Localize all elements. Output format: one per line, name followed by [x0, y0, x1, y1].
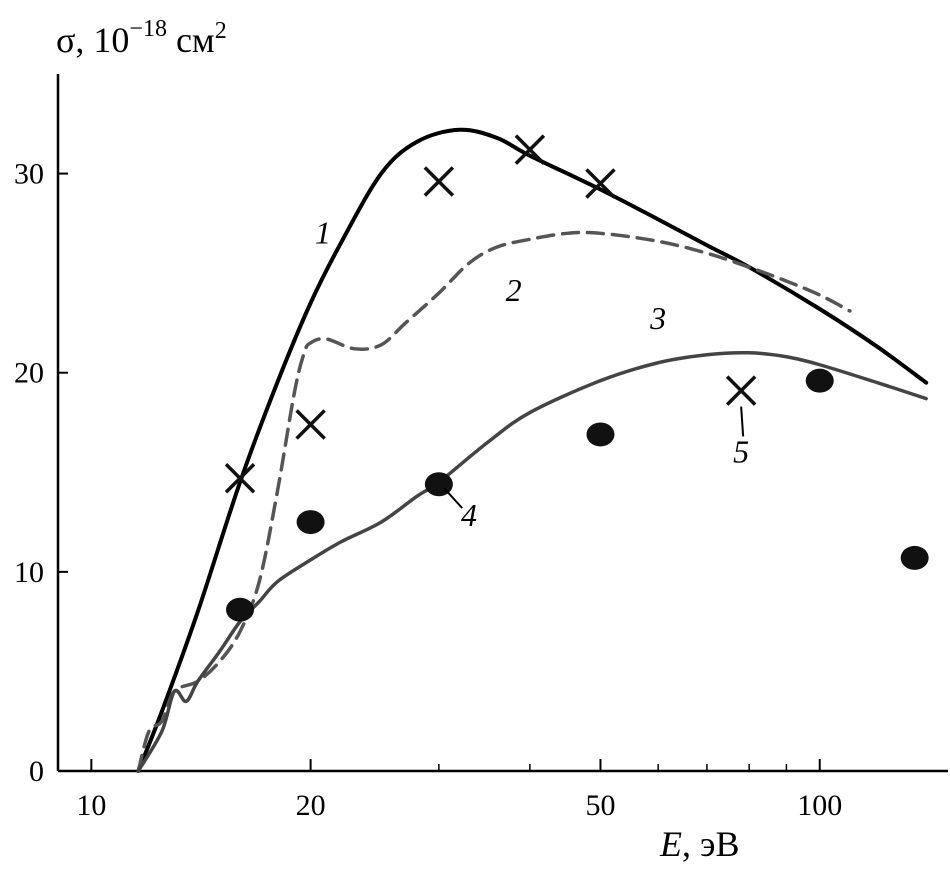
cross-stroke: [423, 166, 455, 197]
cross-stroke: [585, 168, 616, 199]
data-point-cross: [585, 168, 616, 199]
data-point-circle: [296, 510, 325, 535]
y-axis-title: σ, 10−18 см2: [56, 16, 227, 60]
x-tick-label: 50: [585, 789, 615, 822]
y-tick-label: 0: [29, 755, 44, 788]
curve-label-3: 3: [649, 300, 666, 336]
data-points: [224, 134, 929, 622]
cross-stroke: [725, 375, 757, 406]
x-tick-label: 100: [797, 789, 842, 822]
curve-label-2: 2: [506, 272, 522, 308]
curve-labels: 1 2 3 4 5: [315, 214, 749, 533]
data-point-circle: [226, 597, 255, 622]
axes: [56, 74, 948, 773]
data-point-cross: [725, 375, 757, 406]
y-tick-label: 10: [14, 556, 44, 589]
cross-stroke: [295, 409, 326, 440]
cross-stroke: [514, 134, 546, 165]
curve-label-4: 4: [461, 497, 477, 533]
y-tick-label: 20: [14, 357, 44, 390]
leader-line-5: [740, 406, 745, 437]
series-line-1: [136, 127, 929, 773]
x-tick-label: 20: [296, 789, 326, 822]
y-tick-label: 30: [14, 158, 44, 191]
data-point-circle: [805, 368, 834, 393]
data-point-circle: [900, 545, 929, 570]
series: [136, 127, 929, 773]
data-point-cross: [295, 409, 326, 440]
x-axis-title: E, эВ: [659, 824, 739, 864]
data-point-cross: [224, 463, 256, 494]
x-tick-label: 10: [76, 789, 106, 822]
data-point-circle: [586, 422, 615, 447]
leader-line-4: [443, 487, 463, 509]
ticks: 0 10 20 30 10 20 50 100: [14, 158, 842, 822]
curve-label-5: 5: [733, 433, 749, 469]
series-line-2: [136, 230, 852, 773]
curve-label-1: 1: [315, 214, 331, 250]
series-line-3: [136, 350, 928, 773]
cross-stroke: [224, 463, 256, 494]
data-point-cross: [514, 134, 546, 165]
data-point-cross: [423, 166, 455, 197]
